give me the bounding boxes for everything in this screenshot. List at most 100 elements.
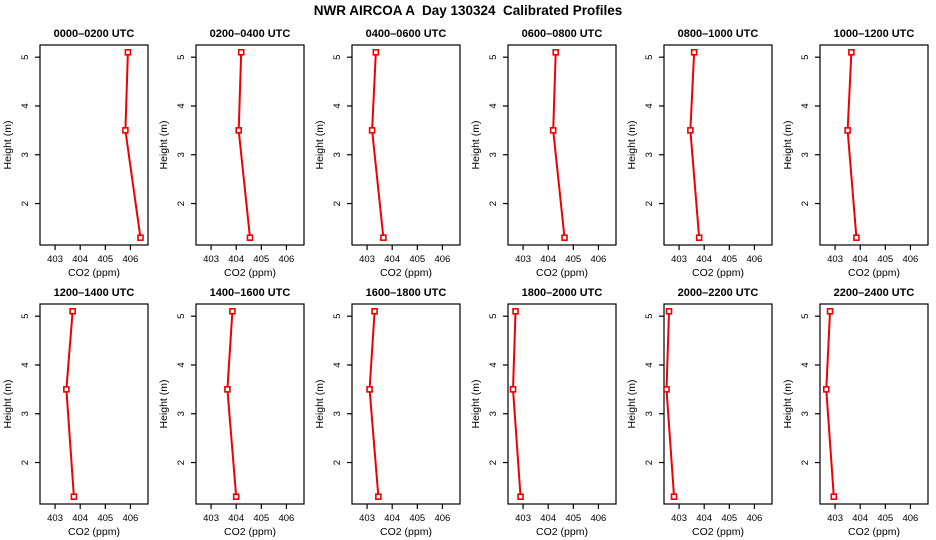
y-tick-label: 2	[176, 201, 187, 206]
co2-profile-line	[512, 311, 522, 497]
x-tick-label: 406	[278, 513, 294, 524]
profile-panel: 2200–2400 UTC 403 404 405 406 2 3 4 5 CO2 (ppm) He…	[782, 287, 929, 538]
x-tick-label: 405	[877, 254, 893, 265]
co2-data-marker	[63, 386, 70, 393]
profile-panel: 2000–2200 UTC 403 404 405 406 2 3 4 5 CO2 (ppm) He…	[626, 287, 773, 538]
co2-data-marker	[229, 308, 236, 315]
profile-panel: 1400–1600 UTC 403 404 405 406 2 3 4 5 CO2 (ppm) He…	[158, 287, 305, 538]
co2-data-marker	[246, 234, 254, 241]
y-axis-label: Height (m)	[2, 379, 14, 428]
plot-box	[195, 44, 305, 246]
x-axis-label: CO2 (ppm)	[848, 267, 900, 279]
y-axis-label: Height (m)	[626, 379, 638, 428]
x-tick-label: 406	[746, 513, 762, 524]
co2-data-marker	[375, 493, 382, 500]
x-tick-label: 405	[97, 513, 113, 524]
x-tick-label: 404	[72, 254, 88, 265]
x-tick-label: 405	[409, 254, 425, 265]
co2-data-marker	[232, 493, 240, 500]
co2-data-marker	[690, 49, 698, 56]
plot-box	[819, 44, 929, 246]
profile-panel: 1200–1400 UTC 403 404 405 406 2 3 4 5 CO2 (ppm) He…	[2, 287, 149, 538]
y-tick-label: 4	[800, 362, 811, 367]
y-tick-label: 3	[644, 152, 655, 157]
x-tick-label: 404	[228, 513, 244, 524]
profile-panel: 0400–0600 UTC 403 404 405 406 2 3 4 5 CO2 (ppm) He…	[314, 28, 461, 279]
co2-data-marker	[549, 127, 557, 134]
y-tick-label: 3	[332, 152, 343, 157]
x-tick-label: 405	[97, 254, 113, 265]
y-axis-label: Height (m)	[158, 379, 170, 428]
co2-data-marker	[826, 308, 834, 315]
y-tick-label: 2	[644, 201, 655, 206]
y-tick-label: 2	[332, 460, 343, 465]
y-axis-label: Height (m)	[158, 120, 170, 169]
x-tick-label: 406	[746, 254, 762, 265]
x-tick-label: 405	[253, 254, 269, 265]
plot-box	[39, 303, 149, 505]
co2-data-marker	[512, 308, 519, 315]
y-axis-label: Height (m)	[470, 120, 482, 169]
x-tick-label: 404	[852, 513, 868, 524]
x-tick-label: 406	[122, 513, 138, 524]
plot-box	[351, 303, 461, 505]
co2-data-marker	[695, 234, 703, 241]
x-axis-label: CO2 (ppm)	[380, 526, 432, 538]
co2-profile-line	[65, 311, 75, 497]
x-tick-label: 403	[47, 254, 63, 265]
x-axis-label: CO2 (ppm)	[536, 267, 588, 279]
y-tick-label: 3	[20, 152, 31, 157]
co2-profile-line	[846, 52, 858, 238]
co2-data-marker	[372, 49, 380, 56]
y-tick-label: 3	[20, 411, 31, 416]
y-tick-label: 2	[488, 460, 499, 465]
profile-panel: 1800–2000 UTC 403 404 405 406 2 3 4 5 CO2 (ppm) He…	[470, 287, 617, 538]
x-axis-label: CO2 (ppm)	[224, 267, 276, 279]
y-tick-label: 5	[176, 314, 187, 319]
y-tick-label: 5	[332, 314, 343, 319]
y-tick-label: 4	[332, 103, 343, 108]
plot-box	[39, 44, 149, 246]
panels-grid: 0000–0200 UTC 403 404 405 406 2 3 4 5 CO2 (ppm) He…	[0, 22, 936, 540]
y-tick-label: 5	[800, 314, 811, 319]
co2-profile-line	[825, 311, 835, 497]
x-axis-label: CO2 (ppm)	[692, 526, 744, 538]
x-axis-label: CO2 (ppm)	[68, 526, 120, 538]
co2-data-marker	[561, 234, 568, 241]
x-tick-label: 406	[434, 513, 450, 524]
x-tick-label: 404	[540, 513, 556, 524]
y-tick-label: 4	[20, 103, 31, 108]
x-tick-label: 403	[515, 254, 531, 265]
co2-data-marker	[848, 49, 855, 56]
co2-data-marker	[844, 127, 851, 134]
x-tick-label: 406	[122, 254, 138, 265]
y-tick-label: 4	[488, 362, 499, 367]
x-tick-label: 405	[877, 513, 893, 524]
x-tick-label: 404	[696, 513, 712, 524]
co2-data-marker	[663, 386, 670, 393]
co2-data-marker	[822, 386, 830, 393]
y-tick-label: 4	[332, 362, 343, 367]
y-axis-label: Height (m)	[782, 379, 794, 428]
panel-title: 0400–0600 UTC	[366, 28, 447, 40]
co2-data-marker	[235, 127, 242, 134]
x-axis-label: CO2 (ppm)	[536, 526, 588, 538]
co2-data-marker	[124, 49, 132, 56]
y-tick-label: 4	[644, 103, 655, 108]
x-tick-label: 406	[902, 254, 918, 265]
y-tick-label: 4	[20, 362, 31, 367]
y-tick-label: 2	[800, 460, 811, 465]
co2-data-marker	[368, 127, 376, 134]
y-tick-label: 3	[176, 152, 187, 157]
x-tick-label: 403	[515, 513, 531, 524]
x-tick-label: 403	[203, 254, 219, 265]
x-tick-label: 404	[72, 513, 88, 524]
plot-box	[507, 44, 617, 246]
y-tick-label: 2	[20, 201, 31, 206]
x-tick-label: 406	[902, 513, 918, 524]
co2-data-marker	[69, 308, 76, 315]
co2-data-marker	[509, 386, 517, 393]
co2-profile-line	[689, 52, 701, 238]
co2-profile-line	[124, 52, 142, 238]
